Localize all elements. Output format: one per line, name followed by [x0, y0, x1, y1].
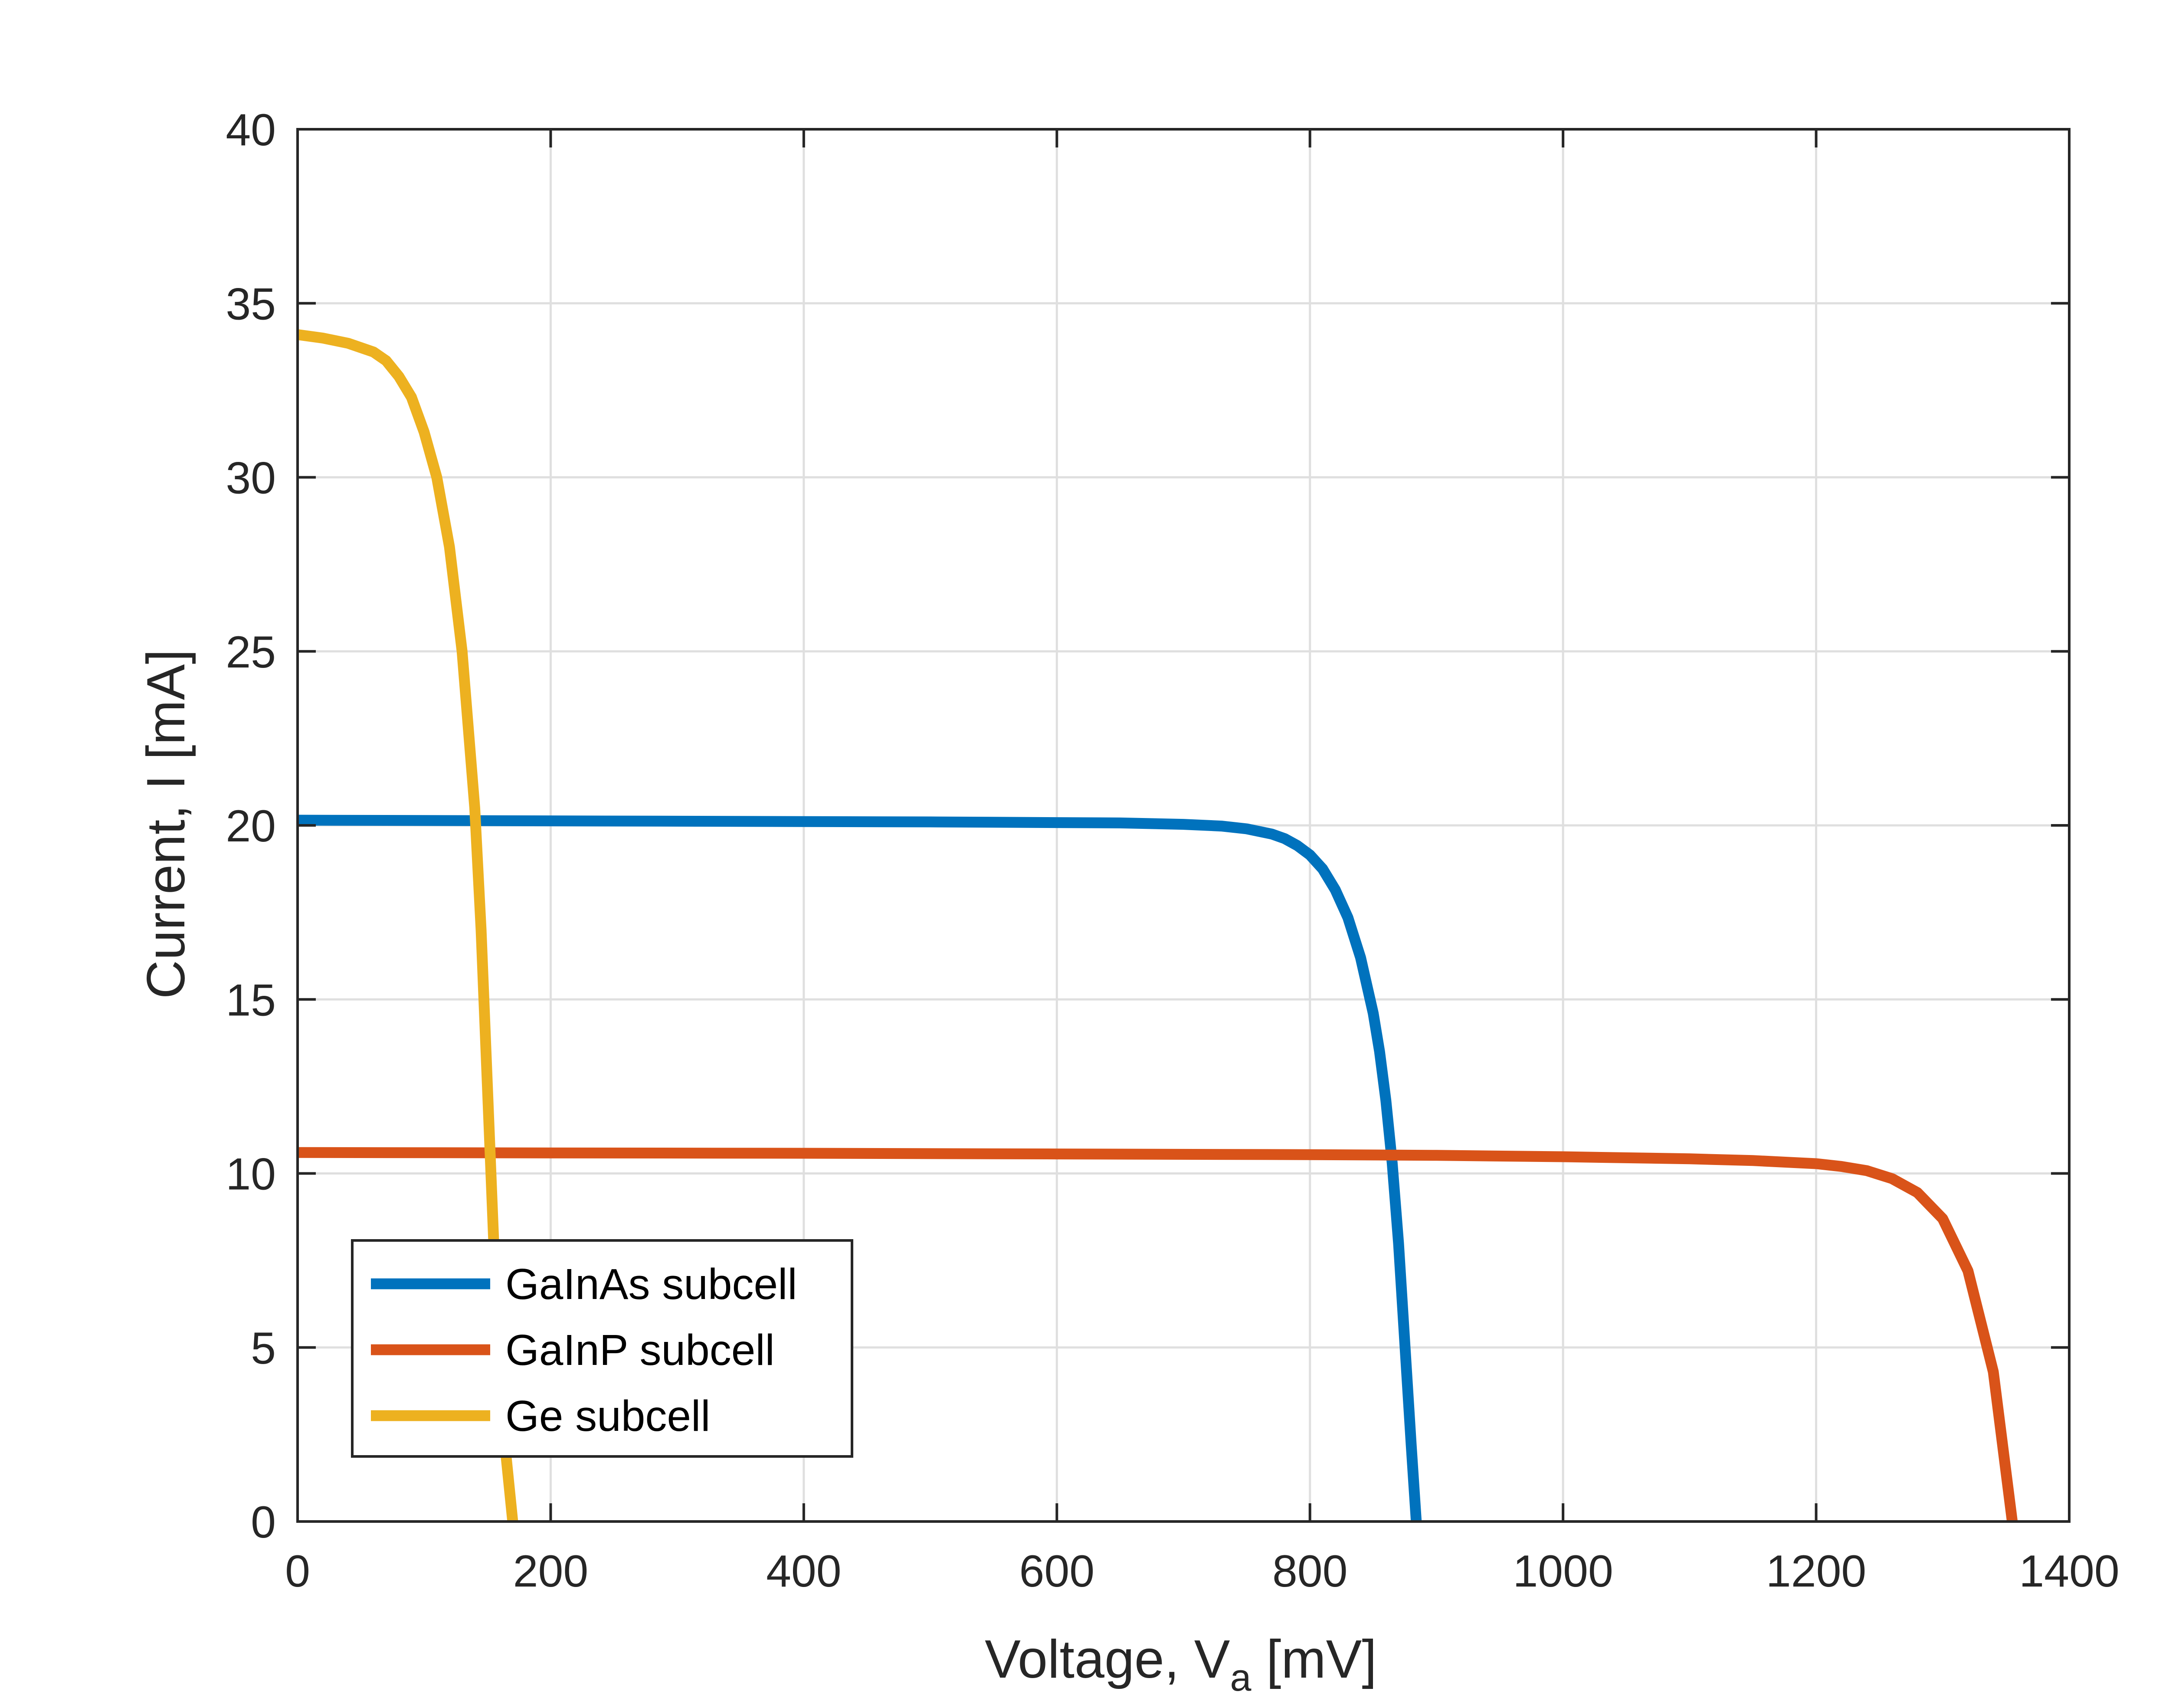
tick-labels: 0 200 400 600 800 1000 1200 1400 0 5 10 15 20 25 30 35 4… [226, 105, 2119, 1597]
axis-ticks [296, 128, 2071, 1523]
x-tick-label: 600 [1019, 1546, 1095, 1597]
x-tick-label: 400 [766, 1546, 842, 1597]
y-axis-label: Current, I [mA] [136, 649, 196, 999]
x-tick-label: 1000 [1513, 1546, 1613, 1597]
series-line-1 [297, 1147, 2018, 1522]
x-tick-label: 1400 [2019, 1546, 2119, 1597]
y-tick-label: 30 [226, 453, 276, 504]
x-axis-label: Voltage, Va [mV] [985, 1629, 1377, 1699]
y-tick-label: 5 [251, 1323, 276, 1374]
legend-label-2: Ge subcell [505, 1392, 710, 1440]
y-tick-label: 0 [251, 1497, 276, 1548]
y-tick-label: 20 [226, 801, 276, 851]
x-tick-label: 0 [285, 1546, 310, 1597]
y-tick-label: 15 [226, 975, 276, 1025]
x-tick-label: 800 [1272, 1546, 1348, 1597]
x-tick-label: 200 [513, 1546, 589, 1597]
legend-label-0: GaInAs subcell [505, 1260, 797, 1309]
y-tick-label: 10 [226, 1149, 276, 1200]
series-line-0 [297, 815, 1422, 1522]
y-tick-label: 25 [226, 627, 276, 677]
legend: GaInAs subcell GaInP subcell Ge subcell [351, 1239, 853, 1458]
x-tick-label: 1200 [1766, 1546, 1866, 1597]
y-tick-label: 35 [226, 279, 276, 329]
y-tick-label: 40 [226, 105, 276, 155]
legend-label-1: GaInP subcell [505, 1326, 775, 1374]
